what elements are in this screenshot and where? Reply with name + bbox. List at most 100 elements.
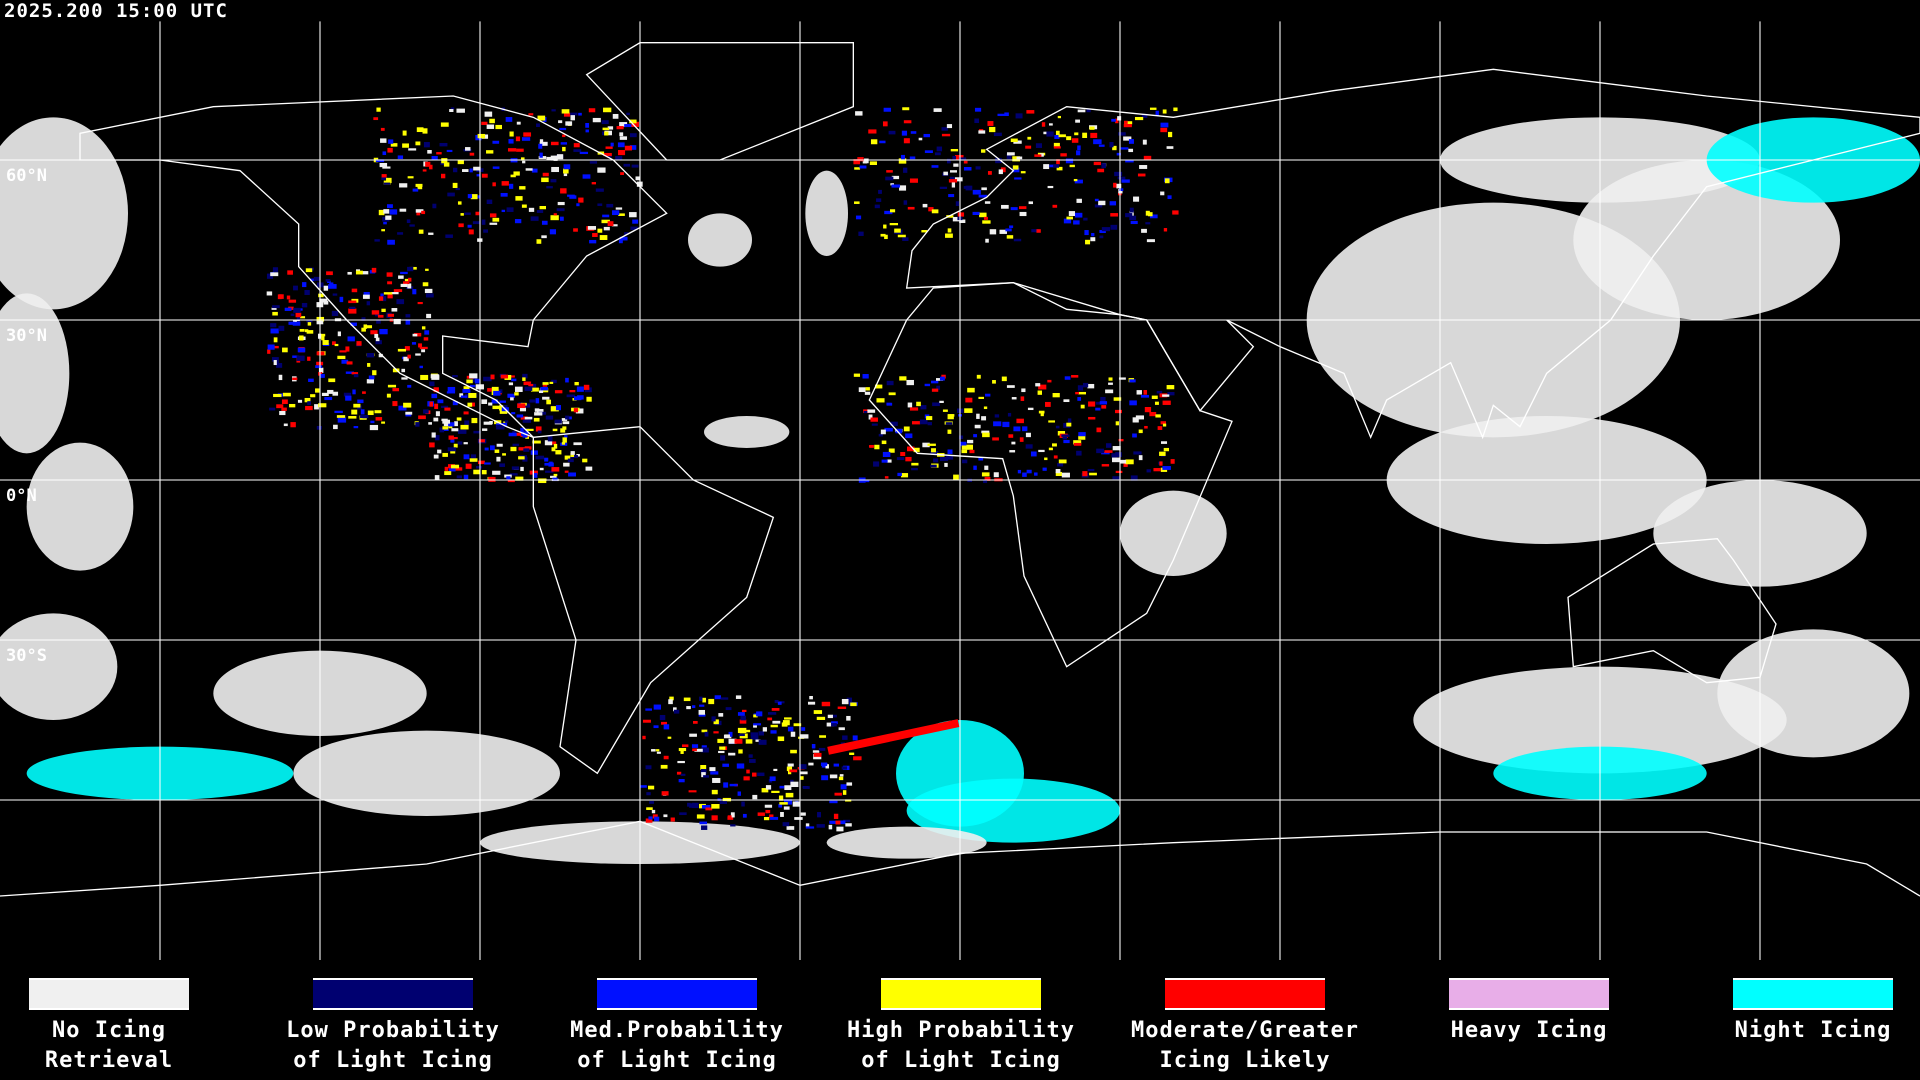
icing-pixel [375, 417, 383, 421]
legend-swatch [1449, 978, 1609, 1010]
icing-pixel [947, 158, 951, 164]
icing-pixel [629, 145, 637, 150]
icing-pixel [699, 821, 708, 825]
icing-pixel [408, 148, 417, 151]
icing-pixel [563, 112, 571, 117]
icing-pixel [437, 449, 442, 454]
cloud-region [1717, 629, 1910, 758]
icing-pixel [404, 278, 409, 283]
icing-pixel [1040, 411, 1044, 417]
icing-pixel [1058, 459, 1067, 464]
icing-pixel [353, 374, 359, 378]
icing-pixel [288, 321, 295, 325]
icing-pixel [604, 131, 609, 136]
icing-pixel [1167, 392, 1175, 396]
icing-pixel [533, 417, 540, 422]
icing-pixel [831, 721, 838, 725]
icing-pixel [603, 107, 612, 113]
icing-pixel [1048, 447, 1053, 451]
icing-pixel [489, 118, 495, 124]
icing-pixel [984, 465, 989, 470]
icing-pixel [649, 801, 655, 804]
icing-pixel [686, 706, 691, 710]
icing-pixel [551, 447, 556, 452]
icing-pixel [292, 377, 298, 381]
icing-pixel [758, 739, 767, 745]
icing-pixel [557, 201, 565, 206]
icing-pixel [424, 288, 433, 294]
icing-pixel [387, 147, 393, 153]
icing-pixel [901, 473, 909, 478]
icing-pixel [620, 172, 624, 175]
icing-pixel [1047, 379, 1052, 383]
icing-pixel [494, 449, 500, 453]
legend-item: No Icing Retrieval [0, 978, 224, 1076]
icing-pixel [833, 763, 840, 767]
icing-pixel [337, 331, 341, 337]
icing-pixel [909, 407, 919, 411]
icing-pixel [567, 194, 575, 197]
icing-pixel [371, 267, 377, 273]
icing-pixel [973, 434, 978, 438]
icing-pixel [420, 374, 429, 380]
icing-pixel [992, 380, 996, 384]
icing-pixel [955, 154, 964, 160]
icing-pixel [538, 390, 544, 394]
coastline-greenland [585, 42, 854, 161]
icing-pixel [536, 123, 540, 128]
icing-pixel [809, 695, 813, 700]
icing-pixel [1146, 469, 1151, 473]
icing-pixel [387, 239, 395, 245]
icing-pixel [550, 179, 557, 183]
icing-pixel [1053, 142, 1060, 147]
map-canvas [0, 21, 1920, 960]
icing-pixel [542, 382, 549, 385]
icing-pixel [450, 107, 455, 110]
icing-pixel [400, 283, 408, 287]
icing-pixel [523, 448, 530, 452]
icing-pixel [443, 422, 450, 427]
icing-pixel [1085, 239, 1091, 245]
icing-pixel [365, 325, 373, 329]
icing-pixel [474, 378, 480, 384]
icing-pixel [957, 212, 965, 217]
icing-pixel [473, 430, 481, 434]
icing-pixel [1075, 391, 1079, 395]
icing-pixel [1062, 436, 1067, 440]
legend-label-line1: Med.Probability [570, 1018, 784, 1043]
icing-pixel [738, 749, 743, 754]
icing-pixel [1172, 210, 1179, 215]
icing-pixel [269, 407, 276, 411]
icing-pixel [398, 275, 404, 279]
icing-pixel [735, 695, 742, 699]
icing-pixel [522, 160, 526, 164]
icing-pixel [381, 308, 386, 313]
icing-pixel [534, 412, 543, 416]
icing-pixel [493, 390, 501, 396]
icing-pixel [713, 731, 719, 734]
icing-pixel [370, 330, 378, 335]
graticule [0, 21, 1920, 960]
icing-pixel [801, 727, 806, 731]
icing-pixel [1129, 215, 1137, 221]
icing-pixel [1143, 155, 1152, 161]
legend-label-line2: of Light Icing [293, 1048, 493, 1073]
icing-pixel [436, 152, 442, 155]
icing-pixel [507, 393, 516, 398]
icing-pixel [808, 762, 814, 766]
icing-pixel [374, 239, 380, 242]
icing-pixel [539, 141, 548, 146]
icing-pixel [541, 235, 547, 239]
icing-pixel [379, 328, 388, 335]
icing-pixel [1034, 472, 1038, 476]
icing-pixel [386, 272, 393, 277]
icing-pixel [953, 474, 959, 480]
icing-pixel [277, 294, 282, 300]
icing-pixel [574, 381, 579, 386]
icing-pixel [546, 156, 553, 160]
icing-pixel [273, 360, 277, 366]
icing-pixel [1008, 434, 1014, 438]
icing-pixel [736, 763, 745, 769]
icing-pixel [1013, 426, 1021, 432]
icing-pixel [469, 168, 473, 173]
